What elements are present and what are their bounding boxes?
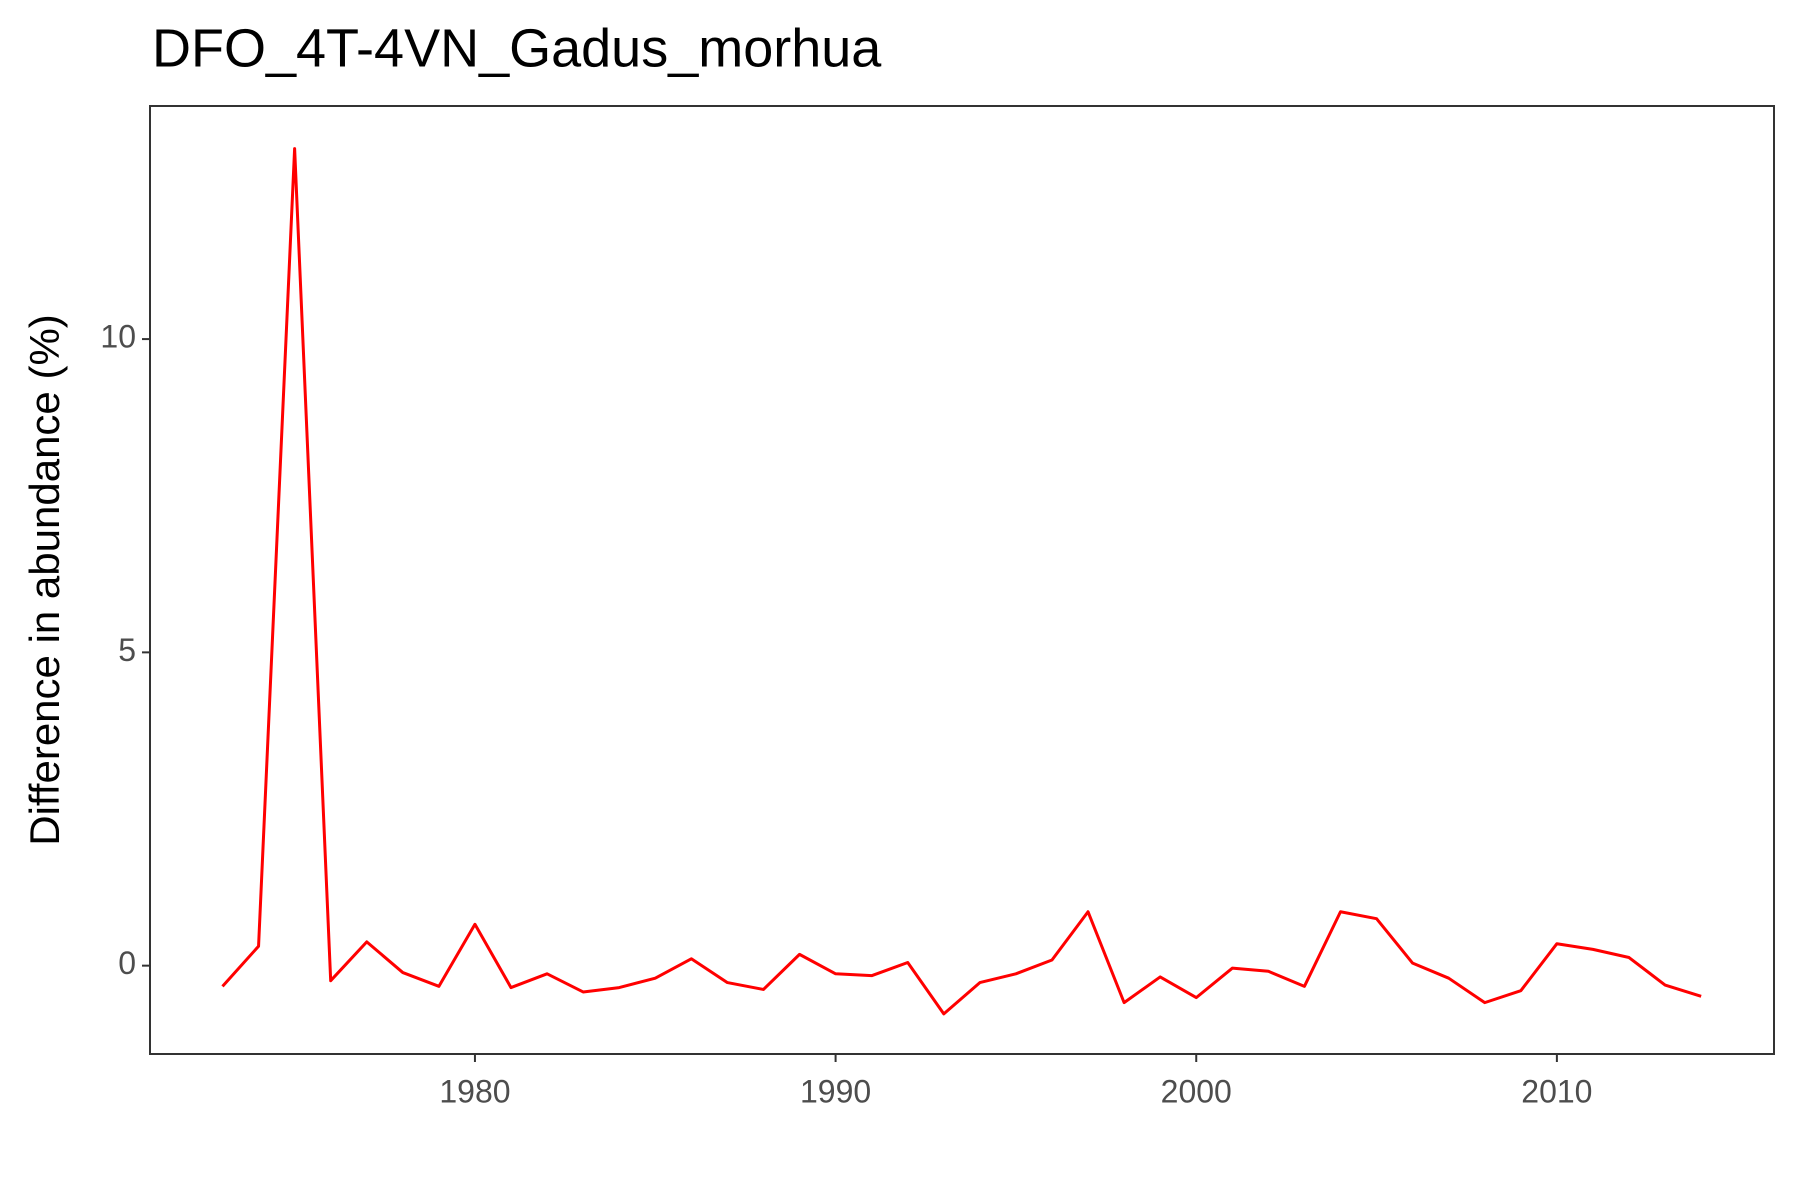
chart-title: DFO_4T-4VN_Gadus_morhua [152, 18, 882, 78]
y-tick-label: 5 [118, 632, 136, 668]
x-tick-label: 2000 [1161, 1073, 1232, 1109]
x-tick-label: 1990 [800, 1073, 871, 1109]
plot-border [149, 105, 1775, 1055]
x-tick-label: 1980 [439, 1073, 510, 1109]
data-line [221, 147, 1702, 1016]
y-axis-label: Difference in abundance (%) [21, 314, 68, 846]
x-tick-label: 2010 [1521, 1073, 1592, 1109]
y-tick-label: 10 [100, 319, 136, 355]
y-tick-label: 0 [118, 945, 136, 981]
